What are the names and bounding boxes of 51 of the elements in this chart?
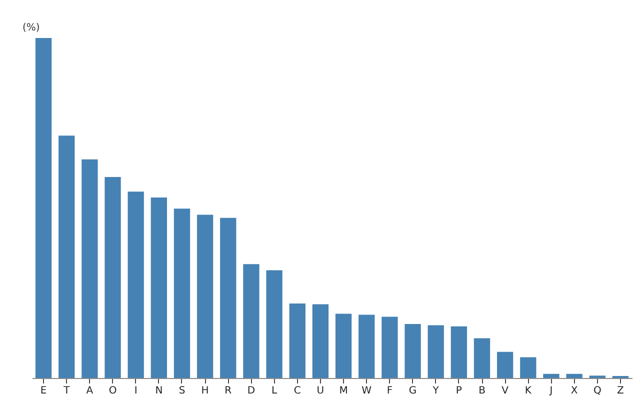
x-tick-label: S (178, 386, 186, 396)
x-tick-label: N (155, 386, 163, 396)
x-tick-label: M (339, 386, 348, 396)
bar (289, 304, 306, 378)
bar (82, 159, 98, 378)
x-tick-label: B (478, 386, 486, 396)
bar (220, 218, 236, 378)
bar (312, 304, 329, 378)
x-tick-label: Y (432, 386, 440, 396)
bar (197, 214, 214, 378)
x-tick-label: Z (617, 386, 624, 396)
x-tick-label: G (408, 386, 417, 396)
x-tick-label: W (362, 386, 372, 396)
x-tick-label: E (40, 386, 47, 396)
x-tick-label: C (294, 386, 301, 396)
bar (174, 208, 190, 378)
x-tick-label: R (224, 386, 232, 396)
x-tick-label: Q (593, 386, 602, 396)
bar (497, 352, 514, 378)
x-tick-label: P (456, 386, 462, 396)
x-tick-label: J (548, 386, 553, 396)
bar (520, 357, 536, 378)
bar (335, 314, 352, 378)
x-tick-label: T (62, 386, 71, 396)
x-tick-label: F (386, 386, 393, 396)
bar (266, 270, 282, 378)
x-tick-label: U (316, 386, 324, 396)
bar (150, 197, 167, 378)
bar (543, 374, 560, 378)
bar (358, 314, 375, 378)
y-axis-title: (%) (22, 22, 40, 34)
bar (35, 38, 52, 378)
x-tick-label: H (201, 386, 209, 396)
bar (243, 264, 260, 378)
bar (450, 326, 467, 378)
x-tick-label: K (524, 386, 532, 396)
bar (58, 136, 75, 378)
bar (566, 374, 582, 378)
x-tick-label: A (86, 386, 94, 396)
bar (428, 325, 444, 378)
bar (404, 324, 421, 378)
x-tick-label: X (570, 386, 578, 396)
bar (128, 192, 144, 378)
bar (474, 338, 490, 378)
bar (104, 177, 121, 378)
x-tick-label: V (502, 386, 509, 396)
x-tick-label: L (272, 386, 278, 396)
x-tick-label: O (108, 386, 117, 396)
x-tick-label: D (247, 386, 256, 396)
x-tick-label: I (134, 386, 138, 396)
bar (382, 316, 398, 378)
